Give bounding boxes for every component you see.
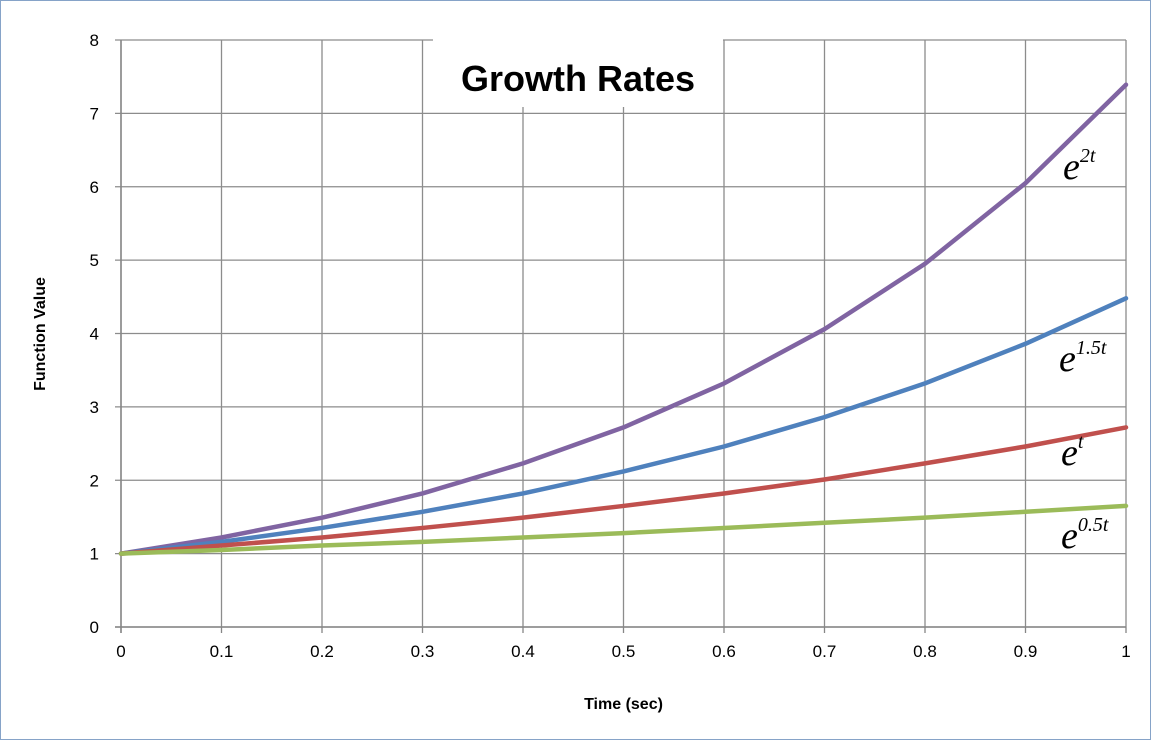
series-line-0 [118,82,1129,556]
y-tick-label: 1 [90,545,99,564]
y-tick-label: 0 [90,618,99,637]
tick-labels: 0 0.1 0.2 0.3 0.4 0.5 0.6 0.7 0.8 0.9 1 0 1 2 3 4 5 6 7 8 [90,31,1131,661]
curve-label-base: e [1061,515,1078,557]
curve-label-base: e [1063,146,1080,188]
y-tick-label: 7 [90,104,99,123]
curve-label-2: et [1061,431,1084,474]
chart-title: Growth Rates [461,58,695,99]
y-axis-title: Function Value [32,277,49,391]
curve-label-exponent: t [1078,431,1084,453]
curve-label-base: e [1059,338,1076,380]
curve-label-0: e2t [1063,145,1096,188]
x-tick-label: 0.6 [712,642,736,661]
x-tick-label: 0.5 [612,642,636,661]
curve-label-1: e1.5t [1059,337,1107,380]
axes [115,40,1127,633]
y-tick-label: 3 [90,398,99,417]
curve-label-base: e [1061,432,1078,474]
curve-label-exponent: 1.5t [1076,337,1107,359]
y-tick-label: 8 [90,31,99,50]
curve-label-exponent: 2t [1080,145,1096,167]
curve-label-exponent: 0.5t [1078,514,1109,536]
y-tick-label: 6 [90,178,99,197]
x-tick-label: 0 [116,642,125,661]
x-tick-label: 0.1 [210,642,234,661]
x-tick-label: 0.9 [1014,642,1038,661]
y-tick-label: 2 [90,471,99,490]
series-line-1 [118,296,1129,556]
y-tick-label: 5 [90,251,99,270]
x-tick-label: 0.2 [310,642,334,661]
x-tick-label: 0.3 [411,642,435,661]
x-tick-label: 0.7 [813,642,837,661]
x-tick-label: 0.4 [511,642,535,661]
y-tick-label: 4 [90,325,99,344]
series-line-2 [118,425,1129,556]
chart-title-background [433,39,723,107]
series-lines [118,82,1129,556]
x-tick-label: 1 [1121,642,1130,661]
curve-label-3: e0.5t [1061,514,1109,557]
title-area: Growth Rates [433,39,723,107]
x-tick-label: 0.8 [913,642,937,661]
grid-lines [115,39,1127,628]
x-axis-title: Time (sec) [584,696,663,713]
series-line-3 [118,503,1129,556]
